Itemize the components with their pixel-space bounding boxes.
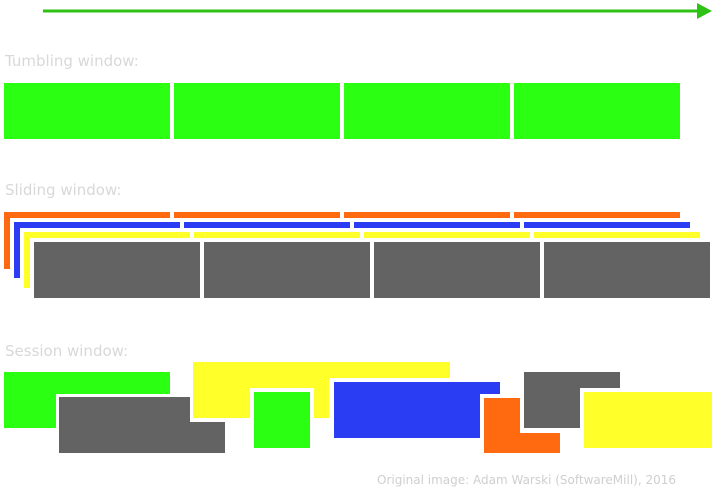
session-green-2 (254, 392, 310, 448)
sliding-blue-3 (354, 222, 520, 228)
session-blue-1 (334, 382, 500, 438)
image-credit-caption: Original image: Adam Warski (SoftwareMil… (377, 473, 676, 487)
sliding-yellow-1 (24, 232, 190, 238)
sliding-yellow-2 (194, 232, 360, 238)
sliding-window-label: Sliding window: (5, 181, 122, 199)
time-arrow-head (697, 3, 712, 19)
sliding-yellow-4 (534, 232, 700, 238)
sliding-orange-4 (514, 212, 680, 218)
time-arrow (43, 3, 712, 19)
tumbling-window-3 (344, 83, 510, 139)
sliding-yellow-3 (364, 232, 530, 238)
sliding-gray-2 (204, 242, 370, 298)
sliding-gray-1 (34, 242, 200, 298)
sliding-blue-1 (14, 222, 180, 228)
sliding-blue-2 (184, 222, 350, 228)
sliding-gray-3 (374, 242, 540, 298)
tumbling-window-1 (4, 83, 170, 139)
session-orange-1b (484, 433, 560, 453)
sliding-orange-2 (174, 212, 340, 218)
sliding-blue-edge (14, 222, 20, 278)
sliding-blue-4 (524, 222, 690, 228)
session-windows (4, 362, 716, 456)
session-window-label: Session window: (5, 342, 129, 360)
sliding-windows (4, 212, 710, 298)
sliding-orange-edge (4, 212, 10, 269)
sliding-gray-4 (544, 242, 710, 298)
session-gray-1b (59, 422, 225, 453)
tumbling-windows (4, 83, 680, 139)
sliding-yellow-edge (24, 232, 30, 288)
tumbling-window-label: Tumbling window: (5, 52, 139, 70)
tumbling-window-2 (174, 83, 340, 139)
session-yellow-2 (584, 392, 712, 448)
sliding-orange-3 (344, 212, 510, 218)
tumbling-window-4 (514, 83, 680, 139)
sliding-orange-1 (4, 212, 170, 218)
